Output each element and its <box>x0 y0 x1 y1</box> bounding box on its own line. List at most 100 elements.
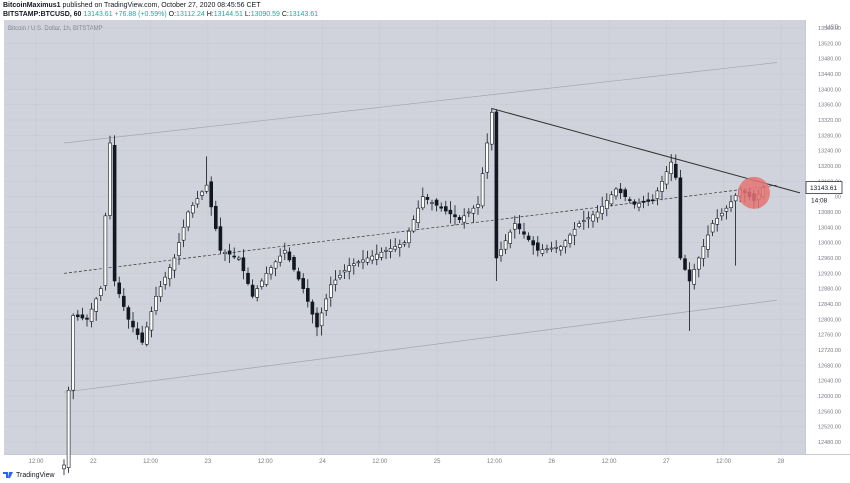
candle-body <box>287 251 292 261</box>
brand-name: TradingView <box>16 471 55 479</box>
candle-body <box>724 207 729 212</box>
candle-body <box>577 223 582 227</box>
x-tick-label: 25 <box>434 459 441 465</box>
candle-body <box>310 301 315 315</box>
candle-body <box>673 163 678 178</box>
y-tick-label: 12760.00 <box>818 333 841 339</box>
y-tick-label: 12840.00 <box>818 302 841 308</box>
candle-body <box>264 273 269 285</box>
candle-body <box>351 263 356 266</box>
candle-body <box>600 205 605 214</box>
candle-body <box>232 255 236 258</box>
footer-logo[interactable]: TradingView <box>3 469 55 481</box>
candle-body <box>591 214 595 222</box>
candle-body <box>177 242 181 256</box>
candle-body <box>278 255 283 263</box>
y-tick-label: 13000.00 <box>818 241 841 247</box>
candle-body <box>315 312 319 328</box>
candle-body <box>701 246 706 259</box>
candle-body <box>568 234 572 244</box>
candle-body <box>145 326 149 345</box>
x-tick-label: 26 <box>548 459 555 465</box>
candle-body <box>554 246 559 249</box>
candle-body <box>710 223 715 233</box>
y-tick-label: 13480.00 <box>818 57 841 63</box>
candle-body <box>186 211 190 228</box>
candle-body <box>76 314 80 318</box>
candle-body <box>393 246 398 250</box>
candle-body <box>338 274 342 279</box>
x-tick-label: 12:00 <box>372 459 388 465</box>
candle-body <box>614 188 618 197</box>
candle-body <box>719 212 724 217</box>
candle-body <box>558 246 563 251</box>
candle-body <box>342 270 347 273</box>
candle-body <box>126 307 131 320</box>
candle-body <box>200 191 204 196</box>
candle-body <box>646 199 651 202</box>
candle-body <box>425 197 430 200</box>
candle-body <box>292 256 296 270</box>
candle-body <box>209 181 213 208</box>
candle-body <box>439 206 444 209</box>
author-name[interactable]: BitcoinMaximus1 <box>3 2 61 9</box>
candle-body <box>448 209 453 215</box>
y-tick-label: 12880.00 <box>818 287 841 293</box>
y-tick-label: 13280.00 <box>818 133 841 139</box>
candle-body <box>517 223 522 230</box>
x-tick-label: 24 <box>319 459 326 465</box>
candle-body <box>168 267 172 280</box>
x-tick-label: 22 <box>90 459 97 465</box>
symbol: BITSTAMP:BTCUSD, 60 <box>3 11 82 18</box>
candle-body <box>397 244 402 248</box>
candle-body <box>241 257 246 272</box>
candle-body <box>259 280 264 287</box>
x-tick-label: 27 <box>663 459 670 465</box>
candle-body <box>181 227 186 241</box>
candle-body <box>457 217 462 220</box>
candle-body <box>632 201 637 205</box>
y-tick-label: 12920.00 <box>818 271 841 277</box>
candle-body <box>273 261 278 269</box>
candle-body <box>374 253 379 260</box>
y-tick-label: 12480.00 <box>818 440 841 446</box>
candle-body <box>540 249 545 254</box>
y-tick-label: 13040.00 <box>818 225 841 231</box>
y-tick-label: 13560.00 <box>818 26 841 32</box>
candle-body <box>154 296 158 311</box>
x-tick-label: 12:00 <box>28 459 44 465</box>
candle-body <box>85 317 89 320</box>
last-price-tag-text: 13143.61 <box>810 185 837 192</box>
last-price: 13143.61 <box>83 11 113 18</box>
candle-body <box>140 332 144 343</box>
countdown-text: 14:08 <box>811 198 828 205</box>
candle-body <box>223 251 227 254</box>
x-axis: 12:00 22 12:00 23 12:00 24 12:00 25 12:00 26 12:00… <box>28 20 785 465</box>
y-tick-label: 13400.00 <box>818 87 841 93</box>
y-tick-label: 13080.00 <box>818 210 841 216</box>
high-label: H: <box>206 11 214 18</box>
low-label: L: <box>244 11 251 18</box>
candle-body <box>462 215 467 223</box>
upper-channel-line <box>63 62 778 144</box>
candle-body <box>687 269 692 282</box>
candle-body <box>407 230 411 244</box>
candle-body <box>122 295 126 307</box>
candle-body <box>678 177 683 259</box>
candle-body <box>549 247 554 250</box>
candle-body <box>149 311 154 331</box>
price-axis[interactable] <box>805 20 850 454</box>
candle-body <box>526 235 531 240</box>
candle-body <box>282 250 287 254</box>
y-tick-label: 13360.00 <box>818 103 841 109</box>
candle-body <box>706 234 710 250</box>
y-tick-label: 12800.00 <box>818 317 841 323</box>
candle-body <box>163 276 167 285</box>
candle-body <box>246 272 250 284</box>
candle-body <box>328 284 333 298</box>
candle-body <box>365 257 370 263</box>
candle-body <box>195 198 200 205</box>
candle-body <box>66 389 71 468</box>
